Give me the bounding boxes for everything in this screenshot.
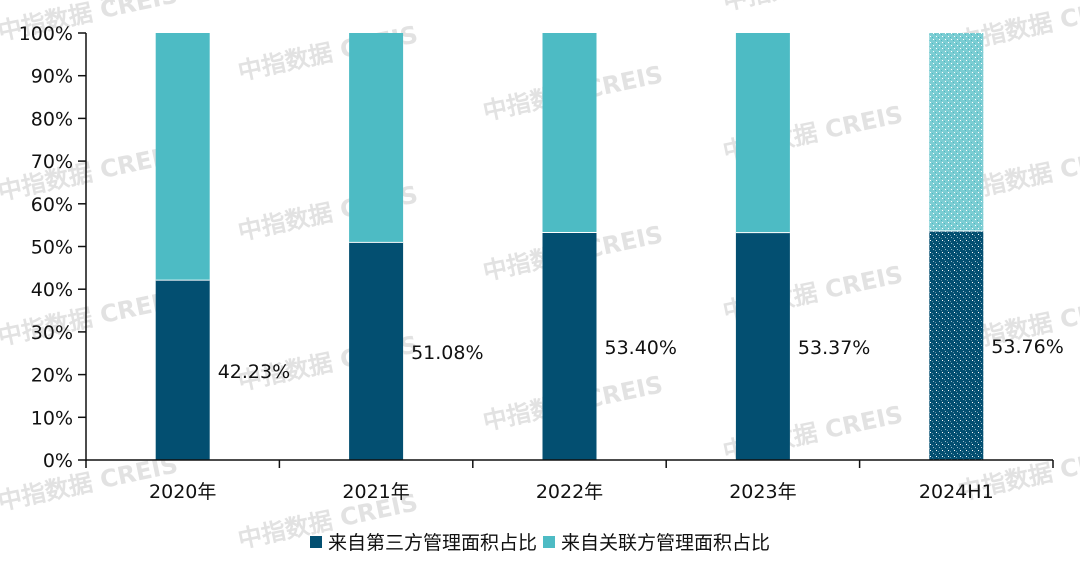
bar-segment-third-party[interactable] — [155, 279, 210, 460]
bar-segment-third-party[interactable] — [542, 231, 597, 460]
x-tick-label: 2020年 — [149, 481, 216, 503]
data-label: 51.08% — [411, 342, 483, 364]
bar-segment-related-party[interactable] — [349, 33, 404, 242]
legend-item-third-party[interactable]: 来自第三方管理面积占比 — [309, 528, 537, 555]
legend-swatch-teal — [543, 535, 555, 548]
x-tick-label: 2024H1 — [919, 481, 994, 503]
y-tick-label: 50% — [31, 237, 73, 259]
legend-item-related-party[interactable]: 来自关联方管理面积占比 — [543, 528, 770, 555]
watermark-text: 中指数据 CREIS — [0, 140, 180, 205]
data-label: 53.40% — [605, 337, 677, 359]
bar-segment-third-party[interactable] — [735, 232, 790, 460]
watermark-text: 中指数据 CREIS — [0, 285, 180, 350]
axes-group: 0% 10% 20% 30% 40% 50% 60% 70% 80% 90% 100% — [19, 23, 1054, 472]
bar-segment-related-party[interactable] — [155, 33, 210, 280]
legend-label: 来自第三方管理面积占比 — [327, 532, 537, 554]
x-tick-label: 2022年 — [536, 481, 603, 503]
bar-segment-third-party[interactable] — [929, 230, 984, 460]
y-tick-label: 10% — [31, 407, 73, 429]
data-labels-group: 42.23% 2020年 51.08% 2021年 53.40% 2022年 53.37% 2… — [149, 336, 1064, 503]
y-tick-label: 70% — [31, 151, 73, 173]
x-tick-label: 2021年 — [342, 481, 409, 503]
data-label: 53.76% — [991, 336, 1063, 358]
x-tick-label: 2023年 — [729, 481, 796, 503]
y-tick-label: 20% — [31, 365, 73, 387]
legend-label: 来自关联方管理面积占比 — [561, 532, 771, 554]
y-tick-label: 40% — [31, 279, 73, 301]
y-tick-label: 90% — [31, 66, 73, 88]
watermark-text: 中指数据 CREIS — [720, 0, 905, 16]
y-tick-label: 60% — [31, 194, 73, 216]
bars-group — [155, 33, 984, 460]
legend: 来自第三方管理面积占比 来自关联方管理面积占比 — [0, 528, 1080, 555]
bar-segment-related-party[interactable] — [542, 33, 597, 232]
data-label: 53.37% — [798, 337, 870, 359]
y-tick-label: 30% — [31, 322, 73, 344]
y-tick-label: 100% — [19, 23, 73, 45]
data-label: 42.23% — [218, 361, 290, 383]
bar-segment-related-party[interactable] — [929, 33, 984, 231]
y-tick-label: 0% — [43, 450, 73, 472]
bar-segment-third-party[interactable] — [349, 241, 404, 460]
y-tick-label: 80% — [31, 108, 73, 130]
bar-segment-related-party[interactable] — [735, 33, 790, 233]
legend-swatch-dark — [309, 535, 322, 548]
